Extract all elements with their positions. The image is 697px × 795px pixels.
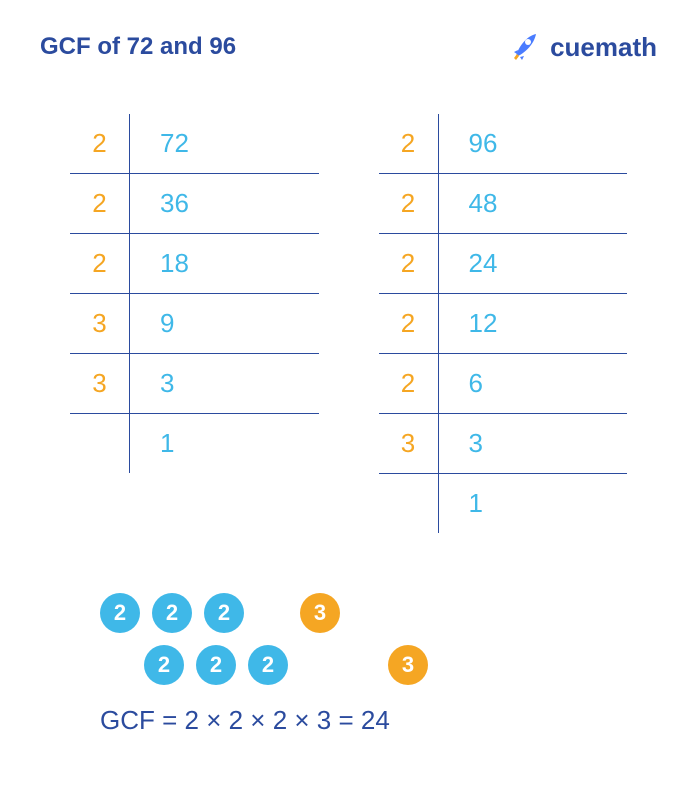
factor-tables: 27223621839331 29624822421226331 [70, 114, 627, 533]
table-row: 33 [379, 414, 628, 474]
factor-cell: 2 [379, 174, 439, 233]
value-cell: 3 [439, 414, 628, 473]
value-cell: 12 [439, 294, 628, 353]
table-row: 296 [379, 114, 628, 174]
factor-cell [379, 474, 439, 533]
factor-cell [70, 414, 130, 473]
factor-cell: 2 [70, 174, 130, 233]
value-cell: 36 [130, 174, 319, 233]
table-row: 26 [379, 354, 628, 414]
factor-circle: 2 [100, 593, 140, 633]
value-cell: 96 [439, 114, 628, 173]
factor-circle: 3 [388, 645, 428, 685]
value-cell: 1 [439, 474, 628, 533]
value-cell: 48 [439, 174, 628, 233]
value-cell: 24 [439, 234, 628, 293]
factor-cell: 2 [379, 234, 439, 293]
header: GCF of 72 and 96 cuemath [40, 30, 657, 64]
table-row: 224 [379, 234, 628, 294]
table-row: 272 [70, 114, 319, 174]
logo-text: cuemath [550, 32, 657, 63]
factor-cell: 3 [379, 414, 439, 473]
value-cell: 1 [130, 414, 319, 473]
value-cell: 6 [439, 354, 628, 413]
factor-cell: 2 [70, 114, 130, 173]
factor-circle: 2 [196, 645, 236, 685]
value-cell: 9 [130, 294, 319, 353]
factor-circle: 2 [144, 645, 184, 685]
gcf-result: GCF = 2 × 2 × 2 × 3 = 24 [100, 705, 657, 736]
table-row: 1 [379, 474, 628, 533]
factor-circle: 2 [204, 593, 244, 633]
logo: cuemath [508, 30, 657, 64]
factor-circle: 2 [248, 645, 288, 685]
value-cell: 18 [130, 234, 319, 293]
circles-row-bottom: 2223 [100, 645, 657, 685]
value-cell: 3 [130, 354, 319, 413]
factor-cell: 3 [70, 294, 130, 353]
table-row: 1 [70, 414, 319, 473]
table-row: 236 [70, 174, 319, 234]
factor-circles: 2223 2223 [100, 593, 657, 685]
factor-cell: 2 [379, 354, 439, 413]
factor-cell: 2 [70, 234, 130, 293]
value-cell: 72 [130, 114, 319, 173]
rocket-icon [508, 30, 542, 64]
factor-cell: 2 [379, 114, 439, 173]
factor-circle: 2 [152, 593, 192, 633]
circles-row-top: 2223 [100, 593, 657, 633]
table-row: 218 [70, 234, 319, 294]
page-title: GCF of 72 and 96 [40, 33, 236, 61]
factor-circle: 3 [300, 593, 340, 633]
factor-table-72: 27223621839331 [70, 114, 319, 473]
factor-cell: 3 [70, 354, 130, 413]
factor-table-96: 29624822421226331 [379, 114, 628, 533]
factor-cell: 2 [379, 294, 439, 353]
table-row: 212 [379, 294, 628, 354]
table-row: 39 [70, 294, 319, 354]
table-row: 33 [70, 354, 319, 414]
table-row: 248 [379, 174, 628, 234]
